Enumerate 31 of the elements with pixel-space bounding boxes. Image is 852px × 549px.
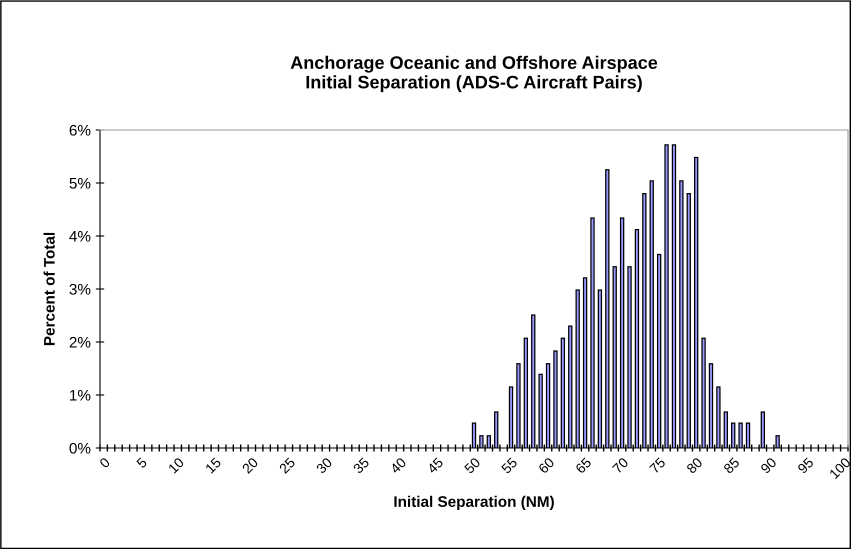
x-tick-label: 65: [574, 457, 592, 474]
x-tick-label: 95: [797, 457, 814, 474]
x-tick-label: 100: [828, 456, 852, 480]
y-tick-label: 0%: [69, 442, 90, 454]
y-tick-label: 3%: [69, 284, 90, 295]
x-tick-label: 25: [278, 457, 296, 474]
y-tick-label: 5%: [70, 178, 90, 189]
x-tick-label: 55: [500, 457, 518, 474]
x-tick-label: 60: [538, 456, 555, 474]
x-tick-label: 20: [242, 456, 259, 474]
x-tick-label: 5: [136, 457, 148, 469]
x-tick-label: 15: [204, 457, 222, 474]
x-tick-label: 85: [722, 457, 740, 474]
x-tick-label: 45: [426, 457, 444, 474]
x-tick-label: 90: [760, 456, 778, 474]
x-tick-label: 40: [390, 456, 407, 474]
y-tick-label: 6%: [70, 124, 90, 136]
x-tick-label: 10: [168, 456, 185, 474]
x-tick-label: 30: [316, 456, 333, 474]
chart-title: Anchorage Oceanic and Offshore Airspace Initial Separation (ADS-C Aircraft Pairs): [290, 56, 658, 92]
y-axis-title: Percent of Total: [44, 232, 55, 346]
x-tick-label: 0: [98, 456, 111, 469]
x-axis-title: Initial Separation (NM): [394, 496, 554, 510]
x-tick-label: 35: [352, 457, 370, 474]
y-tick-label: 4%: [69, 230, 90, 242]
x-tick-label: 50: [464, 456, 481, 474]
x-tick-label: 80: [686, 456, 704, 474]
x-tick-label: 75: [649, 457, 666, 474]
x-tick-label: 70: [612, 456, 629, 474]
y-tick-label: 1%: [70, 390, 90, 401]
y-tick-label: 2%: [70, 336, 90, 348]
